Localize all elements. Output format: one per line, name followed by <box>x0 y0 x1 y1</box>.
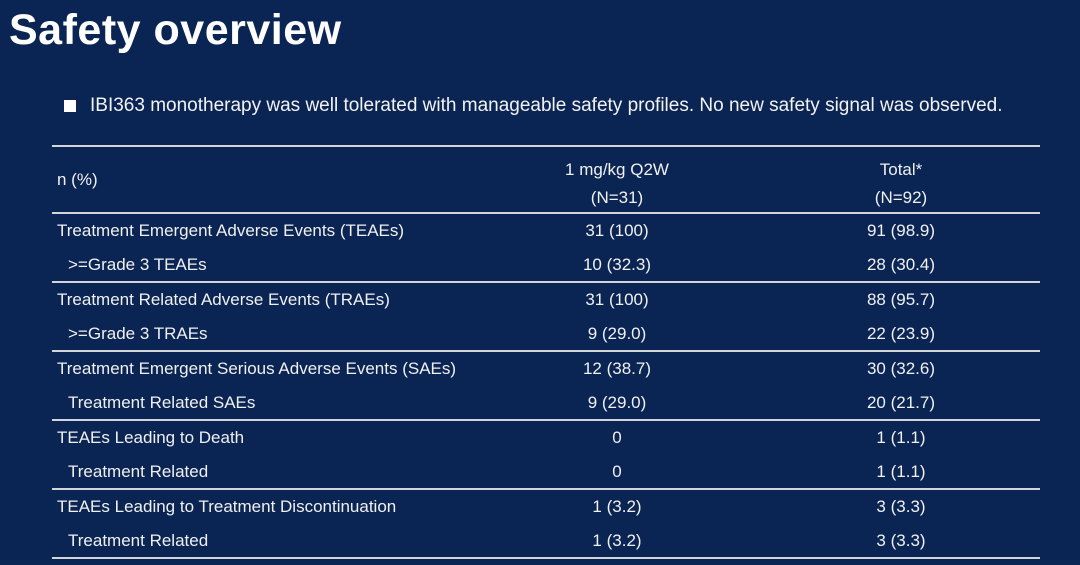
row-label: Treatment Related Adverse Events (TRAEs) <box>57 290 390 310</box>
column-header-total-n: (N=92) <box>874 188 928 207</box>
value-total: 91 (98.9) <box>866 221 936 241</box>
value-1mgkg-q2w: 10 (32.3) <box>582 254 652 274</box>
table-row: TEAEs Leading to Treatment Discontinuati… <box>52 490 1040 525</box>
value-total: 1 (1.1) <box>876 461 926 481</box>
value-total: 22 (23.9) <box>866 323 936 343</box>
row-label: Treatment Related <box>68 461 209 481</box>
key-message-text: IBI363 monotherapy was well tolerated wi… <box>90 95 1003 116</box>
row-label: Treatment Emergent Serious Adverse Event… <box>57 359 457 379</box>
value-total: 3 (3.3) <box>876 530 926 550</box>
column-header-total-label: Total* <box>879 160 923 179</box>
value-1mgkg-q2w: 0 <box>612 461 622 481</box>
table-row: TEAEs Leading to Death 0 1 (1.1) <box>52 421 1040 456</box>
table-row: Treatment Emergent Adverse Events (TEAEs… <box>52 214 1040 249</box>
row-label: TEAEs Leading to Death <box>57 428 245 448</box>
value-1mgkg-q2w: 31 (100) <box>585 290 649 310</box>
value-total: 28 (30.4) <box>866 254 936 274</box>
table-row: >=Grade 3 TEAEs 10 (32.3) 28 (30.4) <box>52 249 1040 283</box>
value-1mgkg-q2w: 12 (38.7) <box>582 359 652 379</box>
table-row: Treatment Related 1 (3.2) 3 (3.3) <box>52 525 1040 559</box>
value-total: 3 (3.3) <box>876 497 926 517</box>
column-header-1mgkg-q2w: 1 mg/kg Q2W (N=31) <box>472 147 762 212</box>
value-1mgkg-q2w: 0 <box>612 428 622 448</box>
key-message: IBI363 monotherapy was well tolerated wi… <box>64 95 1003 117</box>
row-label: >=Grade 3 TRAEs <box>68 323 208 343</box>
row-label: Treatment Related SAEs <box>68 392 256 412</box>
table-row: Treatment Related 0 1 (1.1) <box>52 456 1040 490</box>
row-label: TEAEs Leading to Treatment Discontinuati… <box>57 497 397 517</box>
row-label: >=Grade 3 TEAEs <box>68 254 207 274</box>
value-total: 30 (32.6) <box>866 359 936 379</box>
table-row: Treatment Related SAEs 9 (29.0) 20 (21.7… <box>52 387 1040 421</box>
value-total: 88 (95.7) <box>866 290 936 310</box>
row-label: Treatment Emergent Adverse Events (TEAEs… <box>57 221 405 241</box>
page-title: Safety overview <box>9 6 342 54</box>
column-header-dose-n: (N=31) <box>590 188 644 207</box>
value-total: 1 (1.1) <box>876 428 926 448</box>
table-row: Treatment Related Adverse Events (TRAEs)… <box>52 283 1040 318</box>
safety-table: n (%) 1 mg/kg Q2W (N=31) Total* (N=92) T… <box>52 145 1040 559</box>
value-1mgkg-q2w: 9 (29.0) <box>587 392 647 412</box>
column-header-n-pct: n (%) <box>57 169 98 189</box>
value-1mgkg-q2w: 31 (100) <box>585 221 649 241</box>
table-row: >=Grade 3 TRAEs 9 (29.0) 22 (23.9) <box>52 318 1040 352</box>
value-1mgkg-q2w: 9 (29.0) <box>587 323 647 343</box>
table-header: n (%) 1 mg/kg Q2W (N=31) Total* (N=92) <box>52 145 1040 214</box>
value-1mgkg-q2w: 1 (3.2) <box>592 497 642 517</box>
value-1mgkg-q2w: 1 (3.2) <box>592 530 642 550</box>
bullet-square-icon <box>64 100 76 112</box>
row-label: Treatment Related <box>68 530 209 550</box>
column-header-dose-label: 1 mg/kg Q2W <box>565 160 669 179</box>
table-row: Treatment Emergent Serious Adverse Event… <box>52 352 1040 387</box>
column-header-total: Total* (N=92) <box>762 147 1040 212</box>
value-total: 20 (21.7) <box>866 392 936 412</box>
